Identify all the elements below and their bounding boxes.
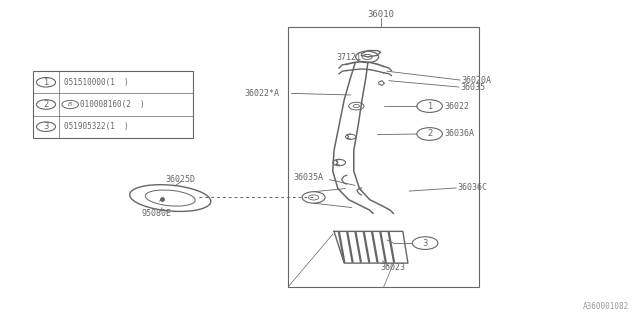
Bar <box>288 27 479 287</box>
Text: 36025D: 36025D <box>166 174 196 184</box>
Text: 36010: 36010 <box>367 10 394 19</box>
Text: 051905322(1  ): 051905322(1 ) <box>64 122 129 131</box>
Text: B: B <box>68 102 72 107</box>
Text: 36035: 36035 <box>460 83 485 92</box>
Text: 36036A: 36036A <box>444 130 474 139</box>
Text: 1: 1 <box>427 101 432 111</box>
Text: 051510000(1  ): 051510000(1 ) <box>64 78 129 87</box>
Bar <box>33 71 193 138</box>
Text: 36020A: 36020A <box>461 76 492 84</box>
Text: 3: 3 <box>44 122 49 131</box>
Text: 1: 1 <box>44 78 49 87</box>
Text: 95080E: 95080E <box>141 209 172 218</box>
Text: 37121: 37121 <box>336 53 361 62</box>
Text: A360001082: A360001082 <box>583 302 629 311</box>
Text: 2: 2 <box>44 100 49 109</box>
Text: 36036C: 36036C <box>458 183 488 192</box>
Text: 2: 2 <box>427 130 432 139</box>
Text: 36035A: 36035A <box>293 173 323 182</box>
Text: 36022*A: 36022*A <box>245 89 280 98</box>
Text: 36023: 36023 <box>381 263 406 272</box>
Text: 36022: 36022 <box>444 101 469 111</box>
Text: 3: 3 <box>422 239 428 248</box>
Text: 010008160(2  ): 010008160(2 ) <box>81 100 145 109</box>
